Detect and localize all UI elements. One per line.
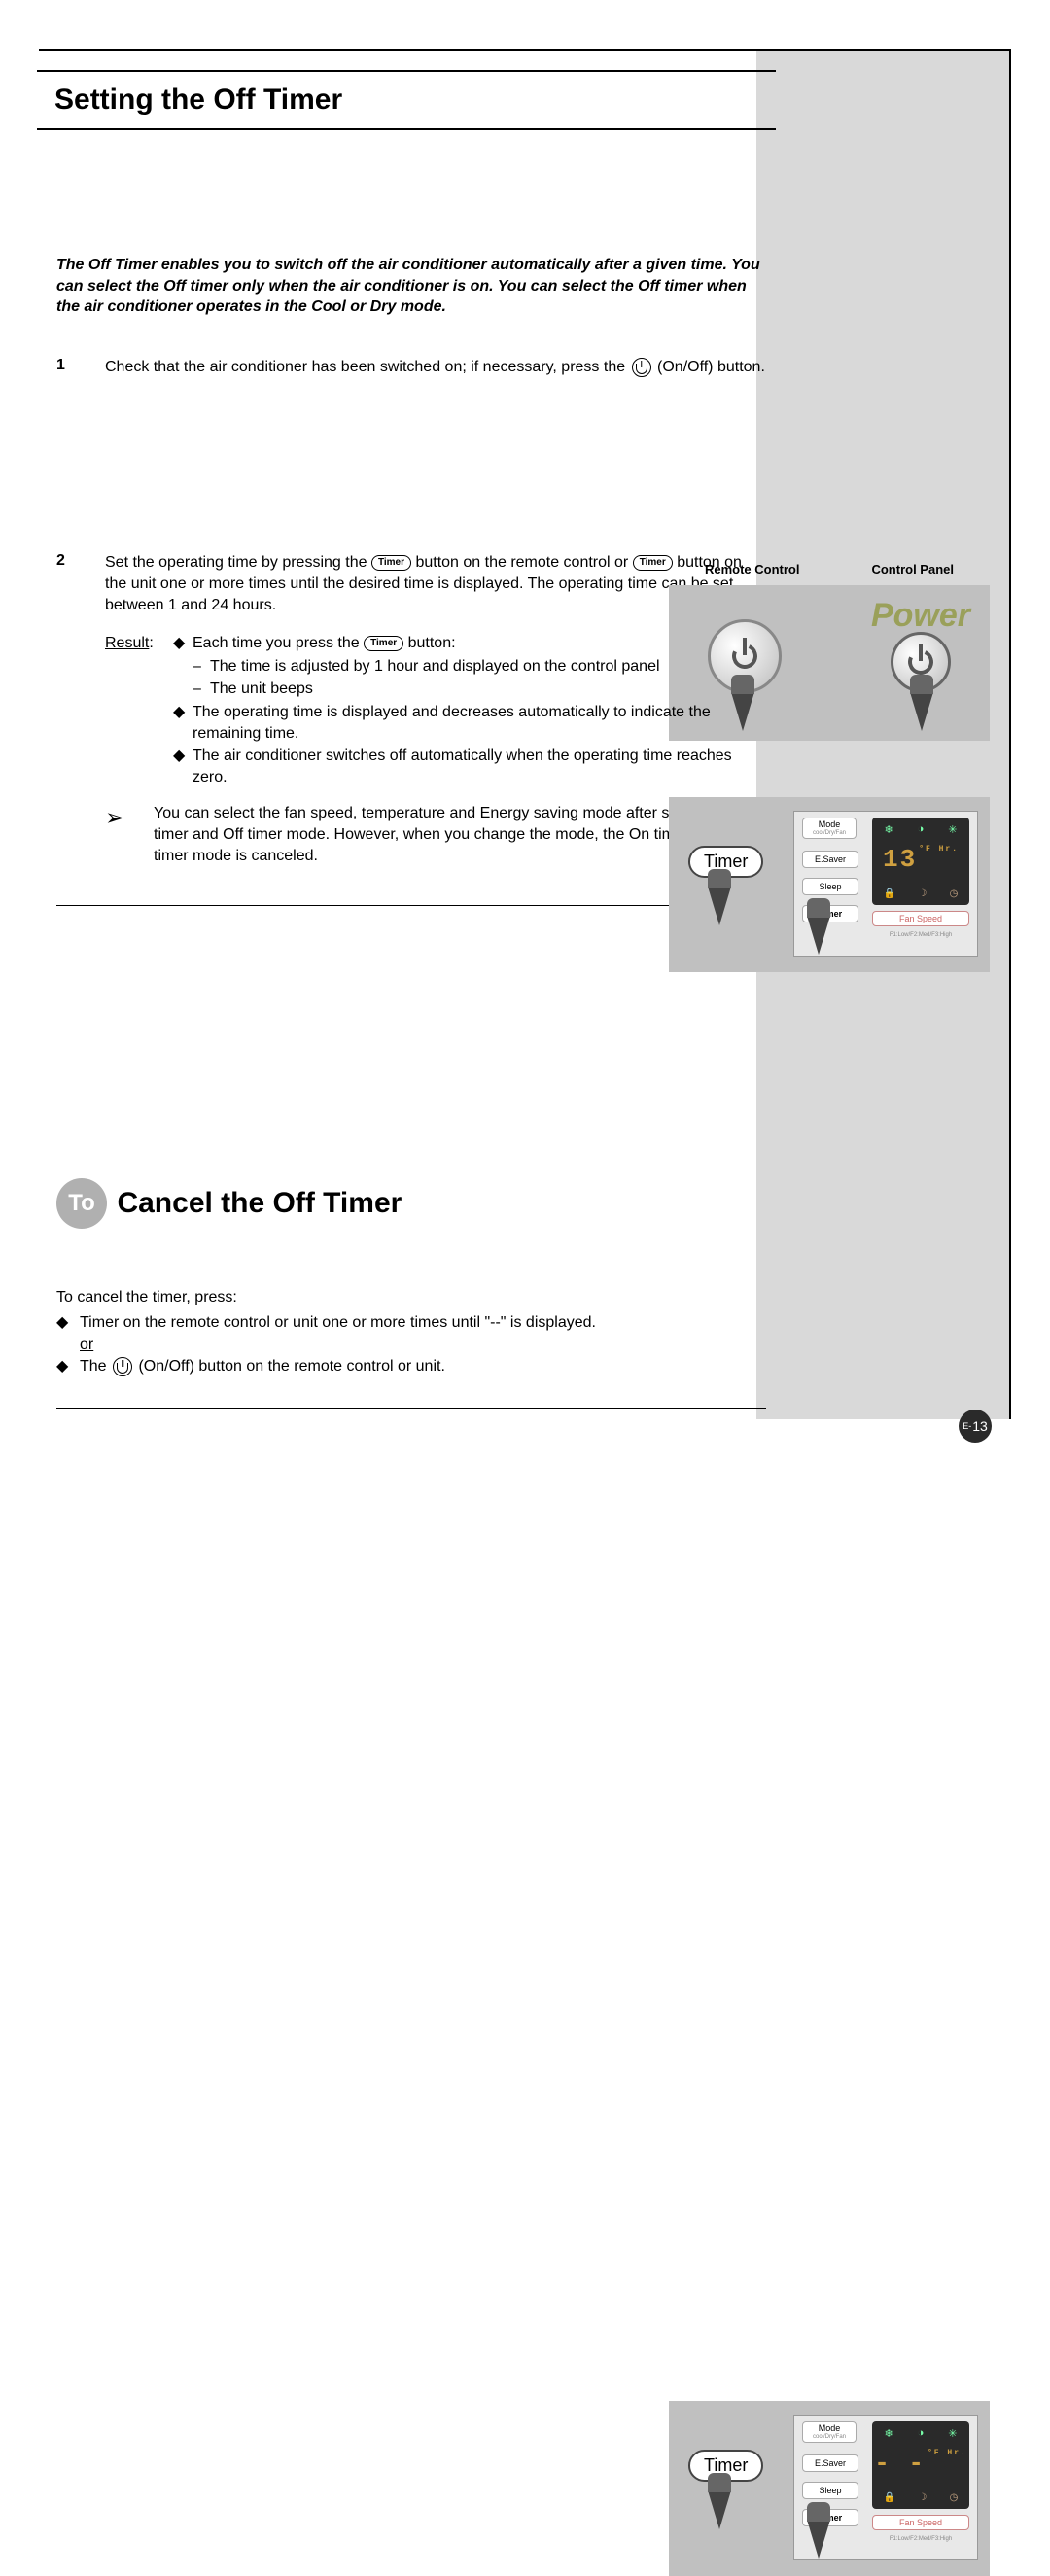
droplet-icon: ◑ (918, 823, 925, 836)
text: (On/Off) button on the remote control or… (138, 1358, 444, 1375)
timer-pill-icon: Timer (633, 555, 673, 571)
esaver-button: E.Saver (802, 2454, 858, 2472)
text: button on the remote control or (415, 554, 632, 571)
finger-pointer-icon (708, 2490, 731, 2529)
note-row: ➢ You can select the fan speed, temperat… (105, 803, 766, 866)
page-number-badge: E- 13 (959, 1410, 992, 1443)
step-body: Set the operating time by pressing the T… (105, 552, 766, 866)
control-panel-label: Control Panel (871, 562, 954, 576)
label: Mode (819, 2423, 841, 2433)
cancel-section: To Cancel the Off Timer To cancel the ti… (56, 1178, 766, 1409)
lock-icon: 🔒 (884, 2492, 895, 2503)
text: Set the operating time by pressing the (105, 554, 371, 571)
power-icon (113, 1357, 132, 1376)
sleep-button: Sleep (802, 878, 858, 895)
result-row: Result: Each time you press the Timer bu… (105, 633, 766, 789)
snowflake-icon: ❄ (884, 823, 892, 836)
cancel-body: To cancel the timer, press: Timer on the… (56, 1287, 766, 1378)
result-item: Each time you press the Timer button: (173, 633, 766, 654)
fan-speed-button: Fan Speed (872, 911, 969, 926)
text: button: (408, 635, 456, 651)
lcd-icons-top: ❄ ◑ ✳ (872, 2427, 969, 2440)
intro-text: The Off Timer enables you to switch off … (56, 255, 766, 318)
cancel-item: The (On/Off) button on the remote contro… (56, 1356, 766, 1377)
result-item: The air conditioner switches off automat… (173, 746, 766, 787)
step-number: 1 (56, 357, 105, 378)
step-1: 1 Check that the air conditioner has bee… (56, 357, 766, 378)
fan-icon: ✳ (948, 2427, 957, 2440)
timer-pill-icon: Timer (364, 636, 403, 651)
sublabel: cool/Dry/Fan (813, 2434, 846, 2441)
lcd-display: ❄ ◑ ✳ - -°F Hr. 🔒 ☽ ◷ (872, 2421, 969, 2509)
fan-icon: ✳ (948, 823, 957, 836)
digit-value: 13 (883, 845, 917, 874)
page-number: 13 (972, 1418, 988, 1434)
divider (56, 1408, 766, 1409)
result-item: The operating time is displayed and decr… (173, 702, 766, 744)
step-number: 2 (56, 552, 105, 866)
fan-speed-button: Fan Speed (872, 2515, 969, 2530)
page-prefix: E- (962, 1421, 971, 1431)
content: The Off Timer enables you to switch off … (56, 255, 766, 906)
illus-labels: Remote Control Control Panel (669, 562, 990, 576)
moon-icon: ☽ (918, 888, 927, 899)
cancel-item: Timer on the remote control or unit one … (56, 1312, 766, 1356)
lcd-digits: 13°F Hr. (872, 845, 969, 874)
text: The (80, 1358, 111, 1375)
result-subitem: The unit beeps (173, 679, 766, 700)
hr-label: °F Hr. (928, 2449, 967, 2457)
text: Timer on the remote control or unit one … (80, 1314, 596, 1331)
esaver-button: E.Saver (802, 851, 858, 868)
lcd-digits: - -°F Hr. (872, 2449, 969, 2478)
lcd-icons-top: ❄ ◑ ✳ (872, 823, 969, 836)
mode-button: Modecool/Dry/Fan (802, 818, 857, 839)
digit-value: - - (874, 2449, 926, 2478)
text: Check that the air conditioner has been … (105, 359, 630, 375)
step-2: 2 Set the operating time by pressing the… (56, 552, 766, 866)
sleep-button: Sleep (802, 2482, 858, 2499)
lock-icon: 🔒 (884, 888, 895, 899)
clock-icon: ◷ (950, 2492, 959, 2503)
mode-button: Modecool/Dry/Fan (802, 2421, 857, 2443)
lcd-display: ❄ ◑ ✳ 13°F Hr. 🔒 ☽ ◷ (872, 818, 969, 905)
page-title: Setting the Off Timer (54, 84, 758, 117)
snowflake-icon: ❄ (884, 2427, 892, 2440)
text: (On/Off) button. (657, 359, 765, 375)
remote-control-label: Remote Control (705, 562, 800, 576)
text: Each time you press the (192, 635, 364, 651)
result-subitem: The time is adjusted by 1 hour and displ… (173, 656, 766, 678)
cancel-lead: To cancel the timer, press: (56, 1287, 766, 1308)
fan-speed-legend: F1:Low/F2:Med/F3:High (872, 2536, 969, 2542)
power-icon (632, 358, 651, 377)
step-body: Check that the air conditioner has been … (105, 357, 766, 378)
or-text: or (80, 1337, 93, 1353)
timer-pill-icon: Timer (371, 555, 411, 571)
page-frame: Setting the Off Timer The Off Timer enab… (39, 49, 1011, 1419)
result-label: Result (105, 635, 149, 651)
sublabel: cool/Dry/Fan (813, 830, 846, 837)
power-word: Power (871, 597, 970, 635)
illustration-timer-set: Timer Modecool/Dry/Fan E.Saver Sleep Tim… (669, 797, 990, 972)
title-bar: Setting the Off Timer (37, 70, 776, 130)
moon-icon: ☽ (918, 2492, 927, 2503)
divider (56, 905, 766, 906)
fan-speed-legend: F1:Low/F2:Med/F3:High (872, 932, 969, 938)
finger-pointer-icon (708, 887, 731, 925)
finger-pointer-icon (807, 2520, 830, 2559)
note-arrow-icon: ➢ (105, 803, 154, 866)
hr-label: °F Hr. (919, 845, 959, 853)
lcd-icons-bottom: 🔒 ☽ ◷ (872, 2492, 969, 2503)
label: Mode (819, 819, 841, 829)
lcd-icons-bottom: 🔒 ☽ ◷ (872, 888, 969, 899)
finger-pointer-icon (807, 916, 830, 955)
finger-pointer-icon (910, 692, 933, 731)
illustration-timer-cancel: Timer Modecool/Dry/Fan E.Saver Sleep Tim… (669, 2401, 990, 2576)
droplet-icon: ◑ (918, 2427, 925, 2440)
cancel-heading: Cancel the Off Timer (117, 1187, 402, 1219)
result-label-col: Result: (105, 633, 173, 789)
clock-icon: ◷ (950, 888, 959, 899)
power-icon (904, 645, 937, 679)
heading-dot: To (56, 1178, 107, 1229)
result-body: Each time you press the Timer button: Th… (173, 633, 766, 789)
